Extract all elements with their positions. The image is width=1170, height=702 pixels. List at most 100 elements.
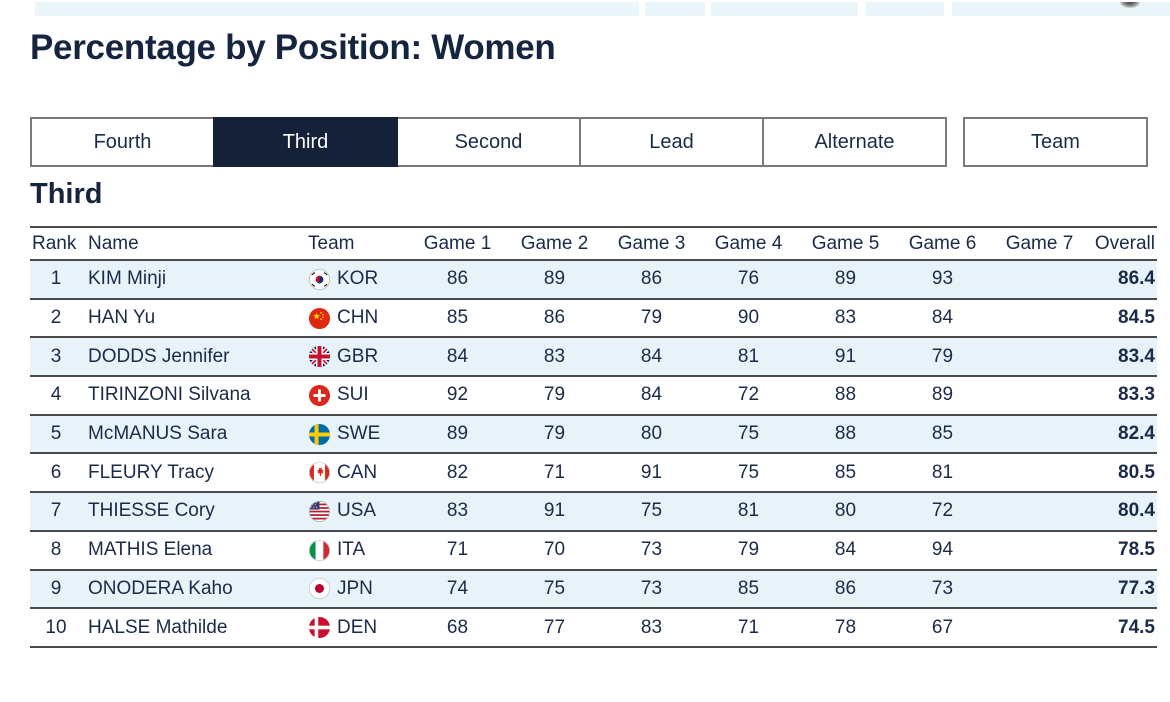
athlete-name: HALSE Mathilde <box>82 608 308 648</box>
flag-ita-icon <box>308 539 331 562</box>
top-nav-remnant <box>0 2 1170 16</box>
team-cell: DEN <box>308 608 409 648</box>
game-cell: 94 <box>894 530 991 571</box>
rank-cell: 5 <box>30 414 82 455</box>
rank-cell: 7 <box>30 492 82 532</box>
position-heading: Third <box>30 178 103 210</box>
game-cell: 83 <box>409 492 506 532</box>
game-cell: 84 <box>603 337 700 378</box>
rank-cell: 4 <box>30 376 82 416</box>
game-cell <box>991 608 1088 648</box>
overall-cell: 77.3 <box>1088 569 1157 610</box>
game-cell: 84 <box>409 337 506 378</box>
tab-alternate[interactable]: Alternate <box>762 117 947 167</box>
game-cell: 73 <box>603 530 700 571</box>
athlete-name: MATHIS Elena <box>82 530 308 571</box>
team-code: SUI <box>337 384 369 406</box>
col-header-game5: Game 5 <box>797 227 894 261</box>
game-cell: 79 <box>506 376 603 416</box>
overall-cell: 83.4 <box>1088 337 1157 378</box>
game-cell: 74 <box>409 569 506 610</box>
game-cell: 89 <box>797 260 894 300</box>
tab-team[interactable]: Team <box>963 117 1148 167</box>
top-nav-segment[interactable] <box>711 2 858 16</box>
tab-fourth[interactable]: Fourth <box>30 117 215 167</box>
table-row: 5 McMANUS Sara SWE 89 79 80 75 88 85 82.… <box>30 414 1157 455</box>
game-cell: 83 <box>603 608 700 648</box>
team-cell: ITA <box>308 530 409 571</box>
game-cell <box>991 492 1088 532</box>
game-cell: 91 <box>506 492 603 532</box>
game-cell: 90 <box>700 298 797 339</box>
table-row: 8 MATHIS Elena ITA 71 70 73 79 84 94 78.… <box>30 530 1157 571</box>
game-cell: 81 <box>700 337 797 378</box>
overall-cell: 80.5 <box>1088 453 1157 494</box>
game-cell: 88 <box>797 414 894 455</box>
overall-cell: 74.5 <box>1088 608 1157 648</box>
overall-cell: 84.5 <box>1088 298 1157 339</box>
game-cell: 92 <box>409 376 506 416</box>
team-code: GBR <box>337 345 379 367</box>
game-cell: 76 <box>700 260 797 300</box>
athlete-name: ONODERA Kaho <box>82 569 308 610</box>
partial-cutoff-icon <box>1120 2 1140 8</box>
top-nav-segment[interactable] <box>866 2 944 16</box>
col-header-rank: Rank <box>30 227 82 261</box>
team-cell: JPN <box>308 569 409 610</box>
tab-lead[interactable]: Lead <box>579 117 764 167</box>
game-cell: 79 <box>506 414 603 455</box>
page-title: Percentage by Position: Women <box>30 28 556 67</box>
game-cell: 77 <box>506 608 603 648</box>
game-cell: 85 <box>797 453 894 494</box>
tab-second[interactable]: Second <box>396 117 581 167</box>
game-cell: 89 <box>894 376 991 416</box>
game-cell: 70 <box>506 530 603 571</box>
game-cell: 85 <box>700 569 797 610</box>
game-cell: 73 <box>603 569 700 610</box>
athlete-name: TIRINZONI Silvana <box>82 376 308 416</box>
tab-third[interactable]: Third <box>213 117 398 167</box>
rank-cell: 9 <box>30 569 82 610</box>
game-cell: 86 <box>409 260 506 300</box>
results-table-body: 1 KIM Minji KOR 86 89 86 76 89 93 86.4 2… <box>30 260 1157 648</box>
team-cell: KOR <box>308 260 409 300</box>
rank-cell: 8 <box>30 530 82 571</box>
team-code: ITA <box>337 539 366 561</box>
table-row: 4 TIRINZONI Silvana SUI 92 79 84 72 88 8… <box>30 376 1157 416</box>
game-cell: 93 <box>894 260 991 300</box>
overall-cell: 86.4 <box>1088 260 1157 300</box>
game-cell <box>991 376 1088 416</box>
game-cell: 81 <box>894 453 991 494</box>
team-cell: SWE <box>308 414 409 455</box>
game-cell: 68 <box>409 608 506 648</box>
rank-cell: 1 <box>30 260 82 300</box>
game-cell: 72 <box>700 376 797 416</box>
game-cell: 75 <box>700 414 797 455</box>
game-cell: 84 <box>894 298 991 339</box>
table-row: 3 DODDS Jennifer GBR 84 83 84 81 91 79 8… <box>30 337 1157 378</box>
game-cell: 83 <box>506 337 603 378</box>
top-nav-segment[interactable] <box>35 2 639 16</box>
top-nav-segment[interactable] <box>645 2 705 16</box>
team-code: KOR <box>337 268 379 290</box>
flag-den-icon <box>308 616 331 639</box>
top-nav-segment[interactable] <box>952 2 1170 16</box>
rank-cell: 6 <box>30 453 82 494</box>
game-cell: 86 <box>797 569 894 610</box>
game-cell: 84 <box>797 530 894 571</box>
overall-cell: 78.5 <box>1088 530 1157 571</box>
game-cell: 75 <box>603 492 700 532</box>
col-header-game4: Game 4 <box>700 227 797 261</box>
table-row: 2 HAN Yu CHN 85 86 79 90 83 84 84.5 <box>30 298 1157 339</box>
game-cell <box>991 453 1088 494</box>
team-cell: USA <box>308 492 409 532</box>
game-cell: 71 <box>409 530 506 571</box>
team-cell: CHN <box>308 298 409 339</box>
game-cell: 86 <box>506 298 603 339</box>
flag-can-icon <box>308 461 331 484</box>
team-code: JPN <box>337 577 373 599</box>
game-cell: 91 <box>797 337 894 378</box>
game-cell: 75 <box>700 453 797 494</box>
game-cell <box>991 530 1088 571</box>
team-code: USA <box>337 500 377 522</box>
